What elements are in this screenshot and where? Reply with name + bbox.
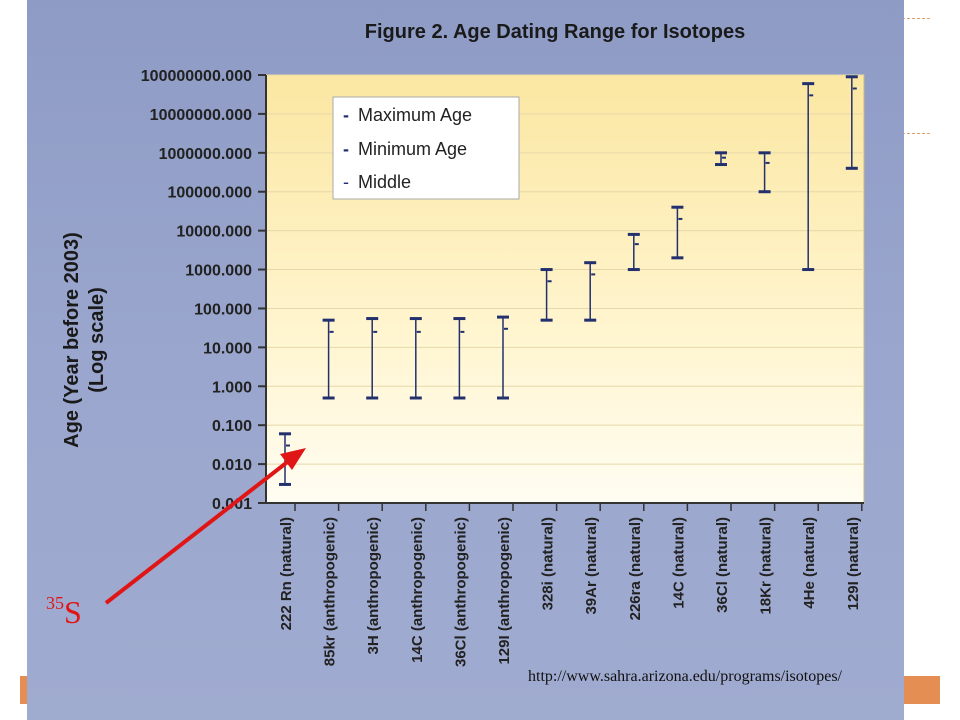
- red-arrow: [104, 448, 306, 605]
- s35-symbol: S: [64, 594, 82, 630]
- x-tick-labels: 222 Rn (natural) 85kr (anthropogenic) 3H (…: [265, 75, 864, 667]
- error-bars: [279, 75, 858, 486]
- y-tick-label: 100.000: [194, 301, 252, 318]
- x-tick-label: 4He (natural): [801, 517, 818, 609]
- chart-title: Figure 2. Age Dating Range for Isotopes: [365, 21, 745, 43]
- x-tick-label: 129I (natural): [845, 517, 862, 610]
- source-url[interactable]: http://www.sahra.arizona.edu/programs/is…: [528, 668, 842, 685]
- x-tick-label: 36Cl (anthropogenic): [452, 517, 469, 667]
- x-tick-label: 3H (anthropogenic): [365, 517, 382, 655]
- red-arrow-head: [280, 448, 306, 470]
- y-tick-label: 100000.000: [167, 185, 252, 202]
- y-axis-label: Age (Year before 2003): [61, 232, 83, 448]
- y-tick-label: 1000000.000: [159, 146, 253, 163]
- legend: - Maximum Age - Minimum Age - Middle: [332, 96, 520, 200]
- legend-box: [332, 96, 520, 200]
- x-tick-label: 129I (anthropogenic): [496, 517, 513, 665]
- legend-marker-min: -: [343, 139, 349, 159]
- legend-label-middle: Middle: [358, 172, 411, 192]
- y-tick-label: 100000000.000: [141, 68, 252, 85]
- x-tick-label: 226ra (natural): [627, 517, 644, 620]
- x-tick-label: 18Kr (natural): [758, 517, 775, 615]
- s35-superscript: 35: [46, 593, 64, 614]
- x-tick-label: 14C (natural): [670, 517, 687, 609]
- x-tick-label: 36Cl (natural): [714, 517, 731, 613]
- x-tick-label: 14C (anthropogenic): [409, 517, 426, 663]
- y-axis-sublabel: (Log scale): [86, 287, 108, 393]
- y-tick-label: 0.100: [212, 418, 252, 435]
- y-tick-label: 1000.000: [185, 263, 252, 280]
- s35-annotation: 35S: [46, 593, 82, 630]
- x-tick-label: 85kr (anthropogenic): [322, 517, 339, 666]
- x-tick-label: 222 Rn (natural): [278, 517, 295, 630]
- x-tick-label: 39Ar (natural): [583, 517, 600, 615]
- y-tick-label: 10000000.000: [150, 107, 252, 124]
- y-tick-label: 0.010: [212, 457, 252, 474]
- y-tick-label: 10.000: [203, 340, 252, 357]
- y-tick-label: 10000.000: [176, 224, 252, 241]
- legend-marker-middle: -: [343, 172, 349, 192]
- y-tick-label: 1.000: [212, 379, 252, 396]
- x-tick-label: 328i (natural): [540, 517, 557, 610]
- legend-label-max: Maximum Age: [358, 105, 472, 125]
- y-tick-labels: 100000000.000 10000000.000 1000000.000 1000…: [141, 68, 252, 513]
- legend-marker-max: -: [343, 105, 349, 125]
- legend-label-min: Minimum Age: [358, 139, 467, 159]
- red-arrow-shaft: [104, 458, 292, 605]
